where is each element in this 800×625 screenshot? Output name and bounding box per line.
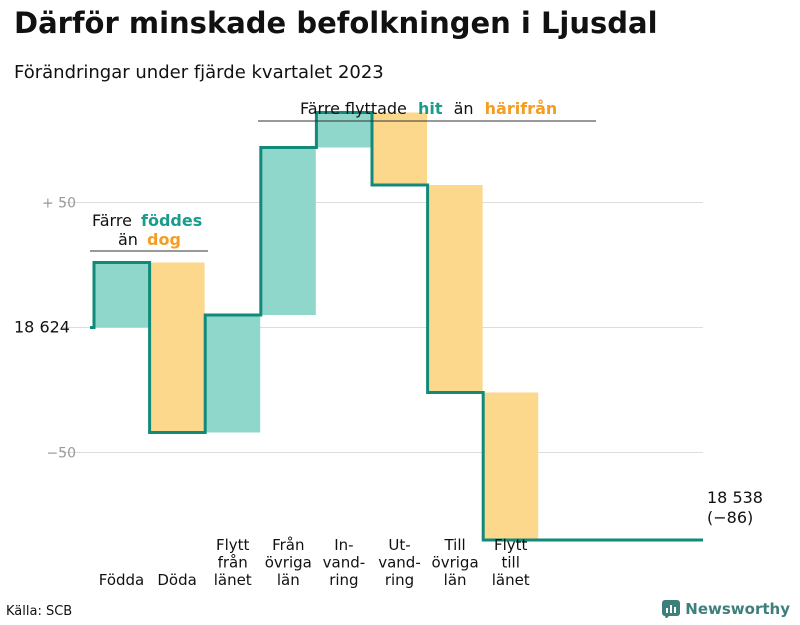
y-tick-label: + 50 — [42, 196, 76, 212]
svg-text:Färre flyttade hit: Färre flyttade hit än härifrån — [300, 99, 557, 118]
waterfall-bar — [260, 147, 316, 315]
births-note-4: dog — [147, 230, 181, 249]
y-tick-labels: + 50 18 624 −50 — [14, 196, 76, 462]
category-label: Döda — [157, 571, 196, 589]
category-labels: Födda Döda Flytt från länet Från övriga län In-v… — [99, 536, 530, 589]
y-tick-label: −50 — [46, 446, 76, 462]
category-label: Födda — [99, 571, 145, 589]
chart-subtitle: Förändringar under fjärde kvartalet 2023 — [14, 62, 384, 83]
chart-title: Därför minskade befolkningen i Ljusdal — [14, 6, 658, 40]
waterfall-bar — [149, 262, 205, 433]
births-note-2: föddes — [141, 211, 202, 230]
end-change-label: (−86) — [707, 508, 753, 527]
bars — [94, 112, 539, 540]
category-label: Ut-vand-ring — [378, 536, 421, 589]
category-label: Till övriga län — [432, 536, 479, 589]
svg-text:än dog: än dog — [118, 230, 181, 249]
category-label: Flytt till länet — [492, 536, 530, 589]
waterfall-bar — [483, 392, 539, 540]
waterfall-bar — [94, 262, 149, 328]
moves-note-2: hit — [418, 99, 443, 118]
svg-text:Färre föddes: Färre föddes — [92, 211, 202, 230]
source-note: Källa: SCB — [6, 604, 73, 619]
end-value-label: 18 538 — [707, 488, 763, 507]
start-value-label: 18 624 — [14, 318, 70, 337]
births-note-1: Färre — [92, 211, 132, 230]
step-line-path — [90, 111, 703, 542]
bar-chart-icon — [662, 600, 681, 618]
waterfall-bar — [427, 185, 483, 393]
births-annotation: Färre föddes än dog — [90, 211, 208, 252]
step-line — [90, 111, 703, 542]
moves-annotation: Färre flyttade hit än härifrån — [258, 99, 596, 122]
end-label: 18 538 (−86) — [707, 488, 763, 527]
waterfall-bar — [316, 112, 372, 148]
moves-note-1: Färre flyttade — [300, 99, 407, 118]
category-label: Från övriga län — [265, 536, 312, 589]
newsworthy-logo[interactable]: Newsworthy — [662, 600, 790, 618]
waterfall-bar — [205, 315, 261, 433]
category-label: In-vand-ring — [323, 536, 366, 589]
moves-note-4: härifrån — [485, 99, 558, 118]
brand-name: Newsworthy — [685, 600, 790, 618]
category-label: Flytt från länet — [214, 536, 252, 589]
moves-note-3: än — [454, 99, 474, 118]
births-note-3: än — [118, 230, 138, 249]
waterfall-bar — [372, 112, 427, 185]
